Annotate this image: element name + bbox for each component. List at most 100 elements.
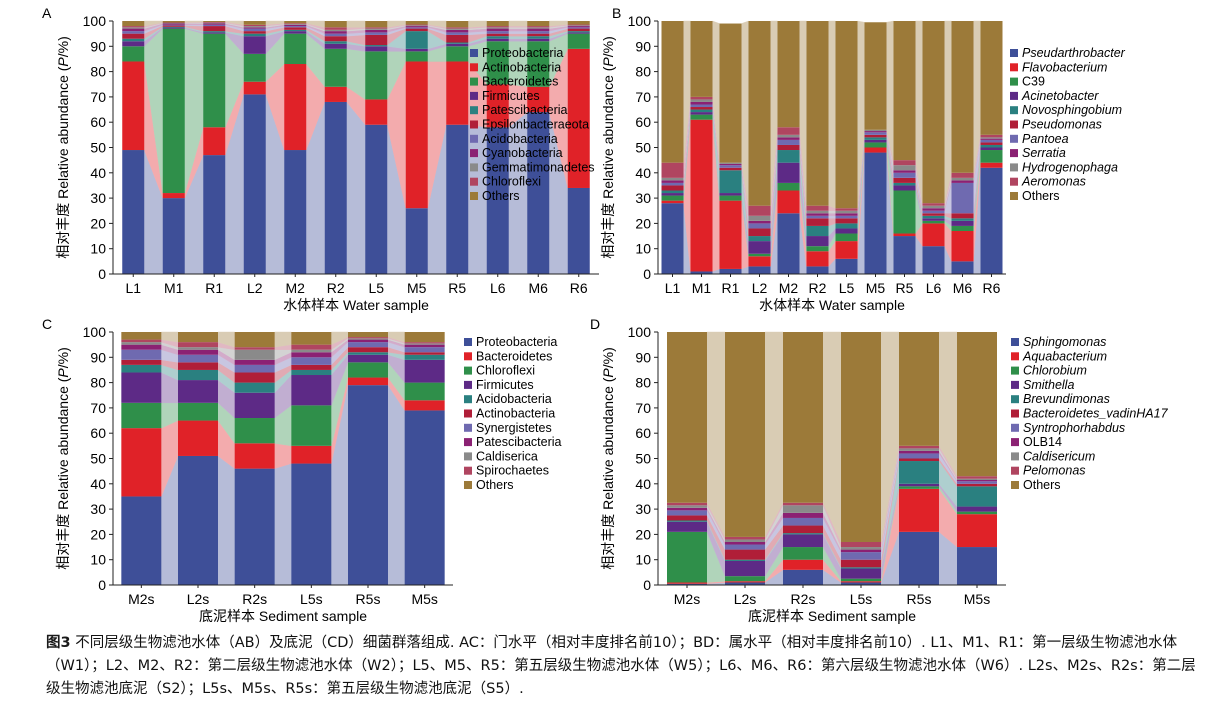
bar-segment: [893, 236, 916, 274]
bar-segment: [957, 480, 997, 482]
x-tick-label: L5s: [300, 591, 323, 607]
legend-label: Patescibacteria: [482, 103, 568, 117]
bar-segment: [405, 28, 428, 32]
bar-segment: [748, 253, 771, 257]
bar-segment: [690, 107, 713, 110]
legend-swatch: [464, 466, 472, 475]
bar-segment: [446, 29, 469, 33]
bar-segment: [777, 139, 800, 145]
legend: ProteobacteriaBacteroidetesChloroflexiFi…: [464, 335, 562, 492]
bar-segment: [122, 31, 145, 34]
legend-label: OLB14: [1023, 435, 1062, 449]
bar-segment: [404, 343, 445, 345]
bar-segment: [178, 455, 218, 585]
x-tick-label: L5s: [850, 591, 873, 607]
bar-segment: [121, 372, 162, 403]
bar-segment: [234, 382, 275, 393]
bar-segment: [719, 162, 742, 164]
legend-label: Brevundimonas: [1023, 392, 1110, 406]
bar-segment: [748, 236, 771, 242]
bar-segment: [690, 99, 713, 102]
bar-segment: [527, 27, 550, 29]
bar-segment: [980, 150, 1003, 163]
bar-segment: [719, 268, 742, 274]
band-segment: [828, 213, 836, 217]
panel-letter: B: [612, 5, 621, 21]
y-tick-label: 50: [90, 140, 106, 156]
bar-segment: [203, 155, 226, 274]
stacked-bar-M5: [405, 21, 428, 274]
legend-swatch: [464, 338, 472, 346]
bar-segment: [667, 520, 707, 522]
bar-segment: [806, 225, 829, 237]
x-tick-label: M1: [692, 280, 712, 296]
stacked-bar-L2: [243, 21, 266, 275]
stacked-bar-R2: [806, 21, 829, 274]
bar-segment: [719, 163, 742, 166]
stacked-bar-R2: [324, 21, 347, 275]
y-tick-label: 30: [90, 501, 106, 517]
y-tick-label: 20: [635, 215, 651, 231]
y-tick-label: 70: [90, 89, 106, 105]
y-tick-label: 90: [90, 38, 106, 54]
bar-segment: [203, 24, 226, 27]
y-axis-title: 相对丰度 Relative abundance (P/%): [55, 347, 71, 570]
bar-segment: [835, 241, 858, 259]
y-tick-label: 80: [90, 375, 106, 391]
bar-segment: [951, 220, 974, 226]
legend-swatch: [1011, 395, 1019, 404]
band-segment: [764, 331, 784, 538]
bar-segment: [486, 27, 509, 29]
bar-segment: [162, 27, 185, 29]
bar-segment: [243, 53, 266, 82]
x-tick-label: M5s: [964, 591, 990, 607]
band-segment: [468, 20, 487, 28]
bar-segment: [486, 36, 509, 39]
x-tick-label: M2: [286, 280, 306, 296]
legend-label: Synergistetes: [476, 421, 552, 435]
bar-segment: [661, 203, 684, 274]
bar-segment: [725, 581, 765, 583]
bar-segment: [178, 349, 218, 355]
legend-label: Actinobacteria: [476, 407, 555, 421]
bar-segment: [567, 32, 590, 34]
bar-segment: [365, 34, 388, 46]
bar-segment: [980, 138, 1003, 140]
bar-segment: [243, 81, 266, 95]
legend-swatch: [1010, 91, 1018, 100]
band-segment: [346, 20, 366, 28]
y-tick-label: 90: [635, 38, 651, 54]
legend-label: C39: [1022, 75, 1045, 89]
bar-segment: [203, 33, 226, 128]
y-tick-label: 60: [90, 114, 106, 130]
legend-swatch: [464, 409, 472, 418]
bar-segment: [284, 24, 307, 27]
bar-segment: [527, 86, 550, 113]
bar-segment: [951, 180, 974, 183]
bar-segment: [841, 581, 881, 583]
bar-segment: [404, 400, 445, 411]
bar-segment: [893, 165, 916, 171]
bar-segment: [404, 342, 445, 344]
bar-segment: [777, 21, 800, 128]
bar-segment: [291, 332, 332, 345]
legend-swatch: [464, 452, 472, 461]
x-tick-label: R2s: [791, 591, 816, 607]
x-tick-label: R5s: [356, 591, 381, 607]
bar-segment: [957, 514, 997, 548]
bar-segment: [324, 41, 347, 44]
y-tick-label: 40: [90, 165, 106, 181]
bar-segment: [348, 347, 388, 353]
bar-segment: [661, 21, 684, 163]
y-tick-label: 90: [90, 349, 106, 365]
bar-segment: [806, 215, 829, 219]
bar-segment: [404, 410, 445, 585]
legend-swatch: [1010, 149, 1018, 158]
bar-segment: [841, 552, 881, 560]
legend-label: Acidobacteria: [476, 392, 552, 406]
bar-segment: [405, 48, 428, 52]
stacked-bar-R2s: [234, 332, 275, 585]
bar-segment: [567, 48, 590, 188]
bar-segment: [162, 23, 185, 25]
bar-segment: [719, 170, 742, 194]
